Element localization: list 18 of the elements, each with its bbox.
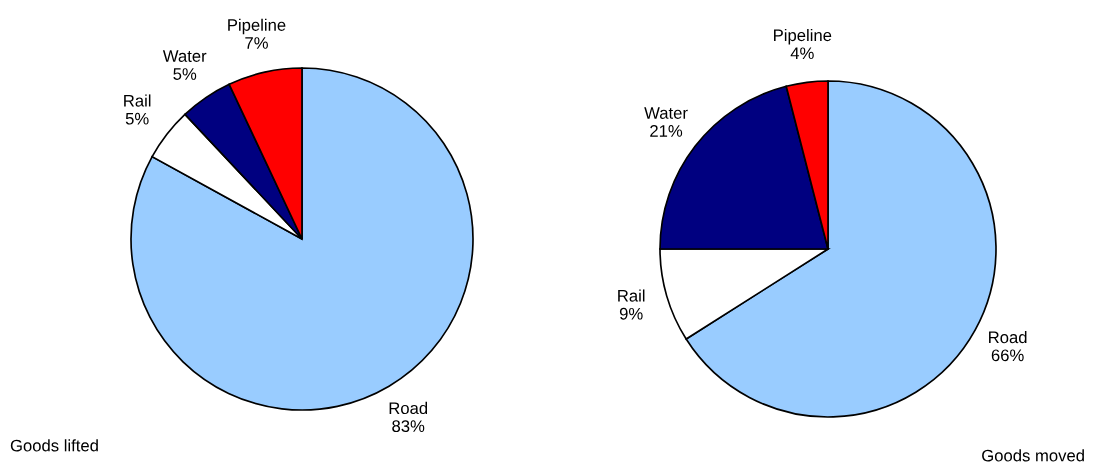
slice-label: Pipeline (774, 28, 832, 45)
data-label: 21% (650, 125, 683, 137)
data-label: 4% (790, 47, 814, 60)
data-label: 66% (991, 349, 1024, 362)
data-label: 5% (173, 68, 197, 80)
data-label: 9% (619, 307, 643, 320)
slice-label: Road (389, 401, 428, 415)
data-label: 7% (245, 37, 268, 49)
text: Goods moved (982, 449, 1084, 462)
slice-label: Pipeline (228, 18, 286, 35)
data-label: 5% (125, 112, 149, 125)
slice-label: Road (989, 331, 1027, 344)
slice-label: Rail (618, 289, 645, 302)
slice-label: Rail (124, 94, 151, 107)
slice-label: Water (644, 107, 688, 119)
data-label: 83% (392, 420, 425, 433)
text: Goods lifted (10, 439, 98, 452)
slice-label: Water (162, 50, 207, 62)
